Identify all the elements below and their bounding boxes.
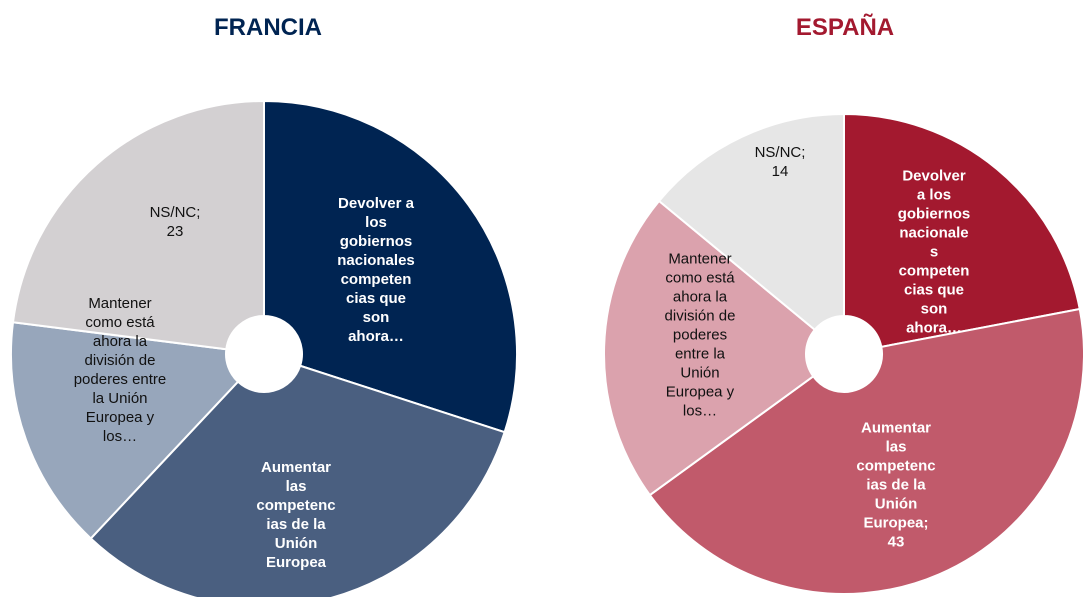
slice <box>843 112 1081 349</box>
slice <box>263 99 518 434</box>
slice <box>603 199 817 497</box>
slice <box>89 364 506 597</box>
chart-title: FRANCIA <box>214 14 322 41</box>
slice-label: Mantener como está ahora la división de … <box>664 250 736 420</box>
slice-label: NS/NC; 23 <box>149 204 201 240</box>
slice <box>657 112 845 332</box>
slice-label: Aumentar las competencias de la Unión Eu… <box>256 459 336 571</box>
chart-title: ESPAÑA <box>795 14 895 41</box>
slice-label: Mantener como está ahora la división de … <box>73 295 167 445</box>
slice-label: Devolver a los gobiernos nacionales comp… <box>897 167 971 337</box>
slice-label: Aumentar las competencias de la Unión Eu… <box>856 419 936 551</box>
slice <box>11 99 265 351</box>
slice <box>648 307 1083 595</box>
slice <box>10 321 240 540</box>
slice-label: NS/NC; 14 <box>754 144 806 180</box>
slice-label: Devolver a los gobiernos nacionales comp… <box>337 195 415 345</box>
